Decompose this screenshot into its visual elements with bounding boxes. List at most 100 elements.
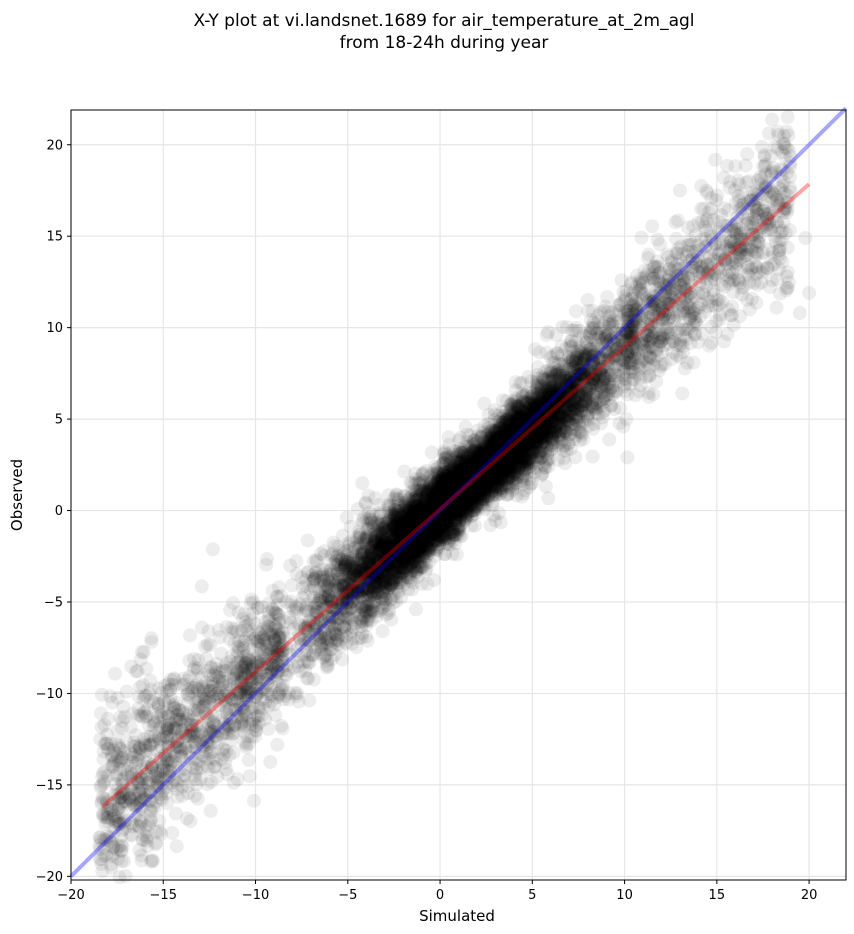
- scatter-point: [389, 555, 404, 570]
- scatter-point: [603, 350, 618, 365]
- scatter-point: [131, 753, 146, 768]
- scatter-point: [657, 331, 672, 346]
- scatter-point: [417, 514, 432, 529]
- scatter-point: [111, 839, 126, 854]
- scatter-point: [417, 518, 432, 533]
- scatter-point: [460, 485, 475, 500]
- scatter-point: [634, 337, 649, 352]
- scatter-point: [462, 478, 477, 493]
- scatter-point: [420, 516, 435, 531]
- scatter-point: [231, 639, 246, 654]
- scatter-point: [358, 574, 373, 589]
- scatter-point: [241, 753, 256, 768]
- scatter-point: [321, 599, 336, 614]
- scatter-point: [493, 430, 508, 445]
- scatter-point: [698, 232, 713, 247]
- scatter-point: [104, 748, 119, 763]
- scatter-point: [560, 388, 575, 403]
- scatter-point: [527, 400, 542, 415]
- scatter-point: [506, 435, 521, 450]
- scatter-point: [152, 780, 167, 795]
- scatter-point: [135, 802, 150, 817]
- scatter-point: [523, 429, 538, 444]
- scatter-point: [362, 549, 377, 564]
- scatter-point: [521, 452, 536, 467]
- scatter-point: [672, 284, 687, 299]
- scatter-point: [416, 517, 431, 532]
- scatter-point: [529, 404, 544, 419]
- scatter-point: [545, 396, 560, 411]
- scatter-point: [247, 793, 262, 808]
- scatter-point: [583, 357, 598, 372]
- scatter-point: [481, 480, 496, 495]
- scatter-point: [702, 249, 717, 264]
- scatter-point: [258, 632, 273, 647]
- scatter-point: [133, 813, 148, 828]
- scatter-point: [612, 416, 627, 431]
- scatter-point: [454, 487, 469, 502]
- scatter-point: [450, 495, 465, 510]
- scatter-point: [390, 516, 405, 531]
- scatter-point: [562, 380, 577, 395]
- scatter-point: [751, 234, 766, 249]
- scatter-point: [615, 353, 630, 368]
- scatter-point: [536, 391, 551, 406]
- scatter-point: [670, 246, 685, 261]
- scatter-point: [346, 561, 361, 576]
- scatter-point: [353, 575, 368, 590]
- scatter-point: [500, 440, 515, 455]
- scatter-point: [465, 479, 480, 494]
- scatter-point: [542, 404, 557, 419]
- scatter-point: [520, 396, 535, 411]
- scatter-point: [470, 475, 485, 490]
- scatter-point: [384, 553, 399, 568]
- scatter-point: [426, 487, 441, 502]
- scatter-point: [416, 505, 431, 520]
- scatter-point: [214, 752, 229, 767]
- scatter-point: [449, 483, 464, 498]
- scatter-point: [470, 457, 485, 472]
- scatter-point: [438, 495, 453, 510]
- scatter-point: [221, 726, 236, 741]
- scatter-point: [475, 470, 490, 485]
- scatter-point: [449, 505, 464, 520]
- scatter-point: [618, 326, 633, 341]
- scatter-point: [378, 598, 393, 613]
- scatter-point: [624, 322, 639, 337]
- scatter-point: [620, 450, 635, 465]
- scatter-point: [513, 430, 528, 445]
- scatter-point: [141, 775, 156, 790]
- scatter-point: [420, 542, 435, 557]
- scatter-point: [471, 487, 486, 502]
- scatter-point: [454, 470, 469, 485]
- scatter-point: [329, 575, 344, 590]
- scatter-point: [188, 679, 203, 694]
- scatter-point: [496, 429, 511, 444]
- scatter-point: [482, 430, 497, 445]
- scatter-point: [185, 760, 200, 775]
- scatter-point: [500, 461, 515, 476]
- scatter-point: [445, 468, 460, 483]
- scatter-point: [357, 569, 372, 584]
- scatter-point: [611, 298, 626, 313]
- scatter-point: [764, 184, 779, 199]
- scatter-point: [483, 452, 498, 467]
- scatter-point: [395, 533, 410, 548]
- scatter-point: [143, 738, 158, 753]
- scatter-point: [447, 473, 462, 488]
- scatter-point: [527, 416, 542, 431]
- scatter-point: [419, 513, 434, 528]
- scatter-point: [384, 528, 399, 543]
- scatter-point: [353, 536, 368, 551]
- scatter-point: [450, 458, 465, 473]
- scatter-point: [345, 575, 360, 590]
- scatter-point: [514, 402, 529, 417]
- scatter-point: [657, 299, 672, 314]
- scatter-point: [462, 452, 477, 467]
- scatter-point: [489, 465, 504, 480]
- scatter-point: [536, 371, 551, 386]
- scatter-point: [469, 483, 484, 498]
- scatter-point: [494, 457, 509, 472]
- scatter-point: [537, 434, 552, 449]
- scatter-point: [650, 254, 665, 269]
